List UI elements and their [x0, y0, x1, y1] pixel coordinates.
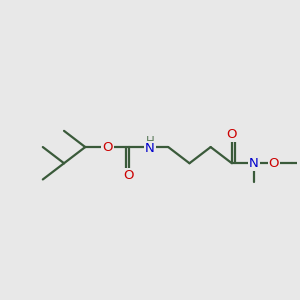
Text: N: N [145, 142, 155, 155]
Text: H: H [146, 135, 154, 148]
Text: O: O [226, 128, 237, 141]
Text: N: N [249, 157, 259, 170]
Text: O: O [269, 157, 279, 170]
Text: O: O [123, 169, 134, 182]
Text: O: O [102, 141, 112, 154]
